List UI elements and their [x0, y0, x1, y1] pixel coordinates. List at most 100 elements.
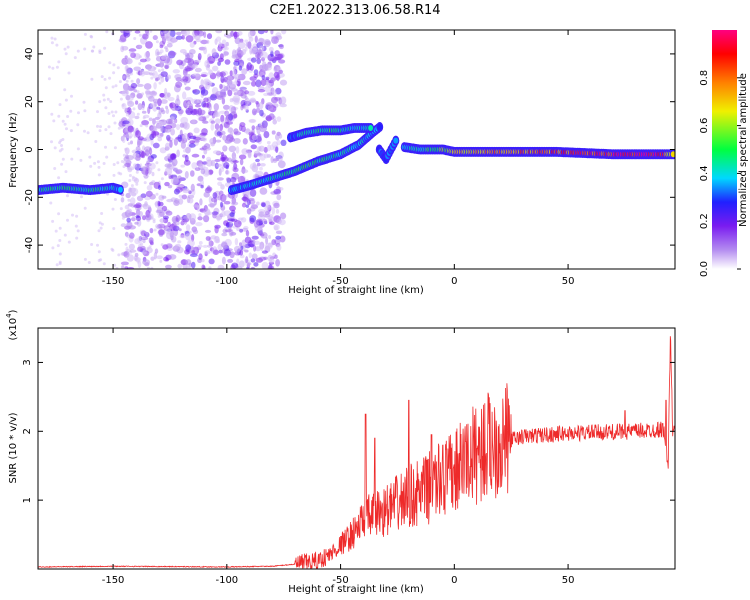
noise-cell	[104, 128, 108, 132]
noise-cell	[58, 226, 62, 230]
noise-cell	[244, 97, 250, 105]
noise-cell	[185, 224, 191, 231]
noise-cell	[216, 70, 221, 77]
noise-cell	[270, 50, 274, 57]
noise-cell	[155, 78, 159, 82]
noise-cell	[257, 89, 266, 93]
noise-cell	[70, 94, 73, 98]
noise-cell	[251, 235, 259, 240]
noise-cell	[165, 243, 173, 249]
noise-cell	[124, 242, 128, 246]
noise-cell	[194, 139, 200, 143]
noise-cell	[208, 196, 213, 204]
noise-cell	[167, 137, 171, 142]
noise-cell	[252, 240, 261, 245]
noise-cell	[239, 158, 244, 166]
noise-cell	[169, 175, 174, 180]
noise-cell	[238, 154, 247, 160]
noise-cell	[241, 68, 248, 75]
noise-cell	[57, 212, 61, 216]
noise-cell	[139, 124, 143, 128]
x-tick-label: 0	[451, 276, 457, 287]
noise-cell	[175, 98, 181, 107]
noise-cell	[167, 40, 175, 44]
noise-cell	[136, 195, 144, 202]
noise-cell	[275, 230, 283, 235]
noise-cell	[143, 181, 147, 185]
noise-cell	[265, 236, 269, 245]
noise-cell	[160, 99, 168, 104]
noise-cell	[270, 77, 276, 83]
noise-cell	[217, 61, 222, 66]
noise-cell	[176, 149, 180, 158]
noise-cell	[190, 253, 198, 258]
noise-cell	[214, 123, 220, 130]
noise-cell	[241, 196, 249, 201]
noise-cell	[259, 187, 268, 195]
noise-cell	[121, 46, 129, 51]
noise-cell	[170, 128, 176, 136]
noise-cell	[236, 227, 241, 232]
noise-cell	[152, 35, 158, 41]
noise-cell	[191, 250, 196, 254]
noise-cell	[191, 162, 198, 170]
noise-cell	[200, 74, 207, 78]
noise-cell	[160, 107, 164, 113]
noise-cell	[235, 146, 240, 154]
noise-cell	[161, 68, 165, 72]
noise-cell	[146, 159, 150, 163]
top-x-axis: -150 -100 -50 0 50	[102, 30, 574, 287]
noise-cell	[96, 124, 99, 128]
noise-cell	[253, 262, 259, 267]
noise-cell	[112, 63, 116, 67]
noise-cell	[197, 116, 203, 122]
noise-cell	[157, 212, 161, 216]
noise-cell	[124, 129, 128, 132]
noise-cell	[212, 192, 218, 199]
noise-cell	[141, 236, 145, 240]
noise-cell	[174, 74, 182, 80]
noise-cell	[234, 238, 239, 246]
spectrogram-trace	[38, 122, 675, 196]
noise-cell	[255, 102, 260, 108]
noise-cell	[153, 228, 157, 232]
noise-cell	[211, 48, 217, 56]
noise-cell	[120, 30, 125, 34]
noise-cell	[219, 71, 226, 77]
noise-cell	[200, 79, 204, 88]
snr-line	[38, 336, 675, 569]
noise-cell	[143, 83, 152, 90]
noise-cell	[100, 222, 104, 226]
noise-cell	[181, 194, 188, 200]
noise-cell	[64, 52, 68, 56]
colorbar-gradient	[712, 30, 737, 269]
noise-cell	[255, 158, 260, 163]
noise-cell	[61, 119, 65, 123]
noise-cell	[125, 66, 129, 70]
noise-cell	[182, 91, 187, 100]
noise-cell	[198, 241, 203, 245]
noise-cell	[135, 170, 139, 174]
noise-cell	[126, 217, 131, 223]
noise-cell	[119, 172, 123, 176]
noise-cell	[165, 210, 173, 216]
noise-cell	[173, 188, 180, 195]
noise-cell	[229, 212, 235, 218]
chart-title: C2E1.2022.313.06.58.R14	[269, 3, 440, 18]
noise-cell	[179, 122, 185, 128]
colorbar-label: Normalized spectral amplitude	[738, 73, 749, 227]
noise-cell	[63, 122, 67, 126]
y-tick-label: 0	[24, 146, 35, 152]
noise-cell	[160, 243, 164, 247]
noise-cell	[244, 39, 249, 43]
noise-cell	[256, 162, 261, 167]
noise-cell	[219, 123, 223, 132]
noise-cell	[129, 50, 133, 54]
noise-cell	[138, 62, 142, 66]
noise-cell	[117, 126, 121, 130]
noise-cell	[270, 30, 274, 35]
noise-cell	[239, 242, 242, 247]
noise-cell	[224, 110, 230, 117]
noise-cell	[275, 259, 280, 267]
